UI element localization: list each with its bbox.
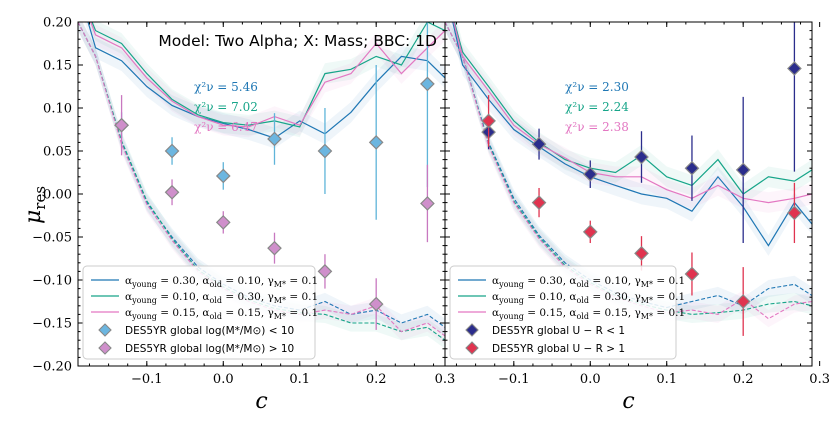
data-point-1 [684,160,700,176]
legend-marker-swatch [465,341,479,355]
data-point-1 [787,61,802,76]
panel-1: −0.1 0.0 0.1 0.2 −0.20 −0.15 −0.10 −0.05 0.00 0.0… [21,16,446,414]
chi2-label-1: χ²ν = 5.46 [194,80,258,94]
band-solid-3 [451,22,812,213]
legend-marker-label: DES5YR global log(M*/M⊙) < 10 [125,325,294,337]
x-tick-label: 0.1 [656,372,677,387]
data-point-1 [368,135,384,150]
data-point-1 [634,149,649,165]
legend-line-label: αyoung = 0.30, αold = 0.10, γM* = 0.1 [125,275,318,289]
x-axis-label: c [255,389,267,414]
x-tick-label-left: 0.3 [435,372,456,387]
y-tick-label: −0.10 [32,274,72,289]
legend-line-label: αyoung = 0.10, αold = 0.30, γM* = 0.1 [492,291,685,305]
series-line-3 [90,22,445,128]
x-tick-label: 0.0 [213,372,234,387]
plot-area [78,22,445,349]
legend-marker-label: DES5YR global log(M*/M⊙) > 10 [125,343,294,355]
series-dashed-line-2 [445,22,812,315]
data-point-1 [215,168,231,184]
data-point-2 [582,224,598,240]
data-point-2 [531,195,547,210]
series-dashed-line-3 [78,22,445,337]
y-tick-label: 0.05 [43,145,72,160]
legend-line-label: αyoung = 0.10, αold = 0.30, γM* = 0.1 [125,291,318,305]
y-tick-label: 0.20 [43,16,72,31]
legend-line-label: αyoung = 0.30, αold = 0.10, γM* = 0.1 [492,275,685,289]
data-point-2 [368,296,384,312]
chi2-label-3: χ²ν = 6.47 [194,120,258,134]
legend-box [82,265,316,360]
band-dashed-1 [445,22,812,317]
y-tick-label: −0.05 [32,231,72,246]
chi2-label-2: χ²ν = 2.24 [565,100,629,114]
x-tick-label: −0.1 [498,372,530,387]
data-point-2 [787,205,802,221]
series-line-1 [87,22,445,139]
data-point-1 [735,162,751,178]
data-point-2 [114,117,129,133]
data-point-2 [267,240,282,256]
y-tick-label: 0.10 [43,102,72,117]
series-line-2 [453,22,812,195]
y-tick-label: 0.00 [43,188,72,203]
x-tick-label: 0.2 [366,372,387,387]
data-point-2 [164,184,180,200]
data-point-1 [317,143,333,159]
data-point-1 [531,136,547,152]
series-line-1 [452,22,812,247]
band-solid-3 [86,22,445,138]
chi2-label-2: χ²ν = 7.02 [194,100,258,114]
x-tick-label: 0.2 [733,372,754,387]
legend-marker-swatch [465,323,479,337]
data-point-2 [735,294,751,309]
data-point-2 [317,264,333,279]
series-line-3 [453,22,812,204]
x-tick-label: −0.1 [131,372,163,387]
y-tick-label: −0.15 [32,317,72,332]
legend-marker-label: DES5YR global U − R > 1 [492,343,625,355]
legend-marker-swatch [98,323,112,337]
x-axis-label: c [622,389,634,414]
data-point-1 [267,131,282,147]
data-point-2 [420,196,435,211]
y-axis-label: μres [21,186,49,224]
data-point-2 [684,266,700,282]
band-solid-1 [85,22,445,149]
chi2-label-3: χ²ν = 2.38 [565,120,629,134]
chi2-label-1: χ²ν = 2.30 [565,80,629,94]
data-point-1 [420,76,435,92]
band-solid-2 [451,22,812,205]
legend-line-label: αyoung = 0.15, αold = 0.15, γM* = 0.1 [492,307,685,321]
y-tick-label: −0.20 [32,360,72,375]
x-tick-label: 0.1 [289,372,310,387]
series-line-2 [91,22,445,128]
panel-2: −0.1 0.0 0.1 0.2 0.3 0.3 c χ²ν = 2.30 χ²ν = 2.24… [435,21,830,414]
legend-line-label: αyoung = 0.15, αold = 0.15, γM* = 0.1 [125,307,318,321]
x-tick-label: 0.3 [809,372,830,387]
data-point-2 [634,245,649,261]
data-point-2 [481,113,496,129]
chart-title: Model: Two Alpha; X: Mass; BBC: 1D [158,32,437,50]
y-tick-label: 0.15 [43,59,72,74]
data-point-1 [164,143,180,159]
legend-marker-swatch [98,341,112,355]
data-point-2 [215,215,231,230]
legend-marker-label: DES5YR global U − R < 1 [492,325,625,337]
legend-box [449,265,677,360]
data-point-1 [582,166,598,182]
band-solid-2 [87,22,445,138]
plot-area [445,22,812,336]
x-tick-label: 0.0 [580,372,601,387]
